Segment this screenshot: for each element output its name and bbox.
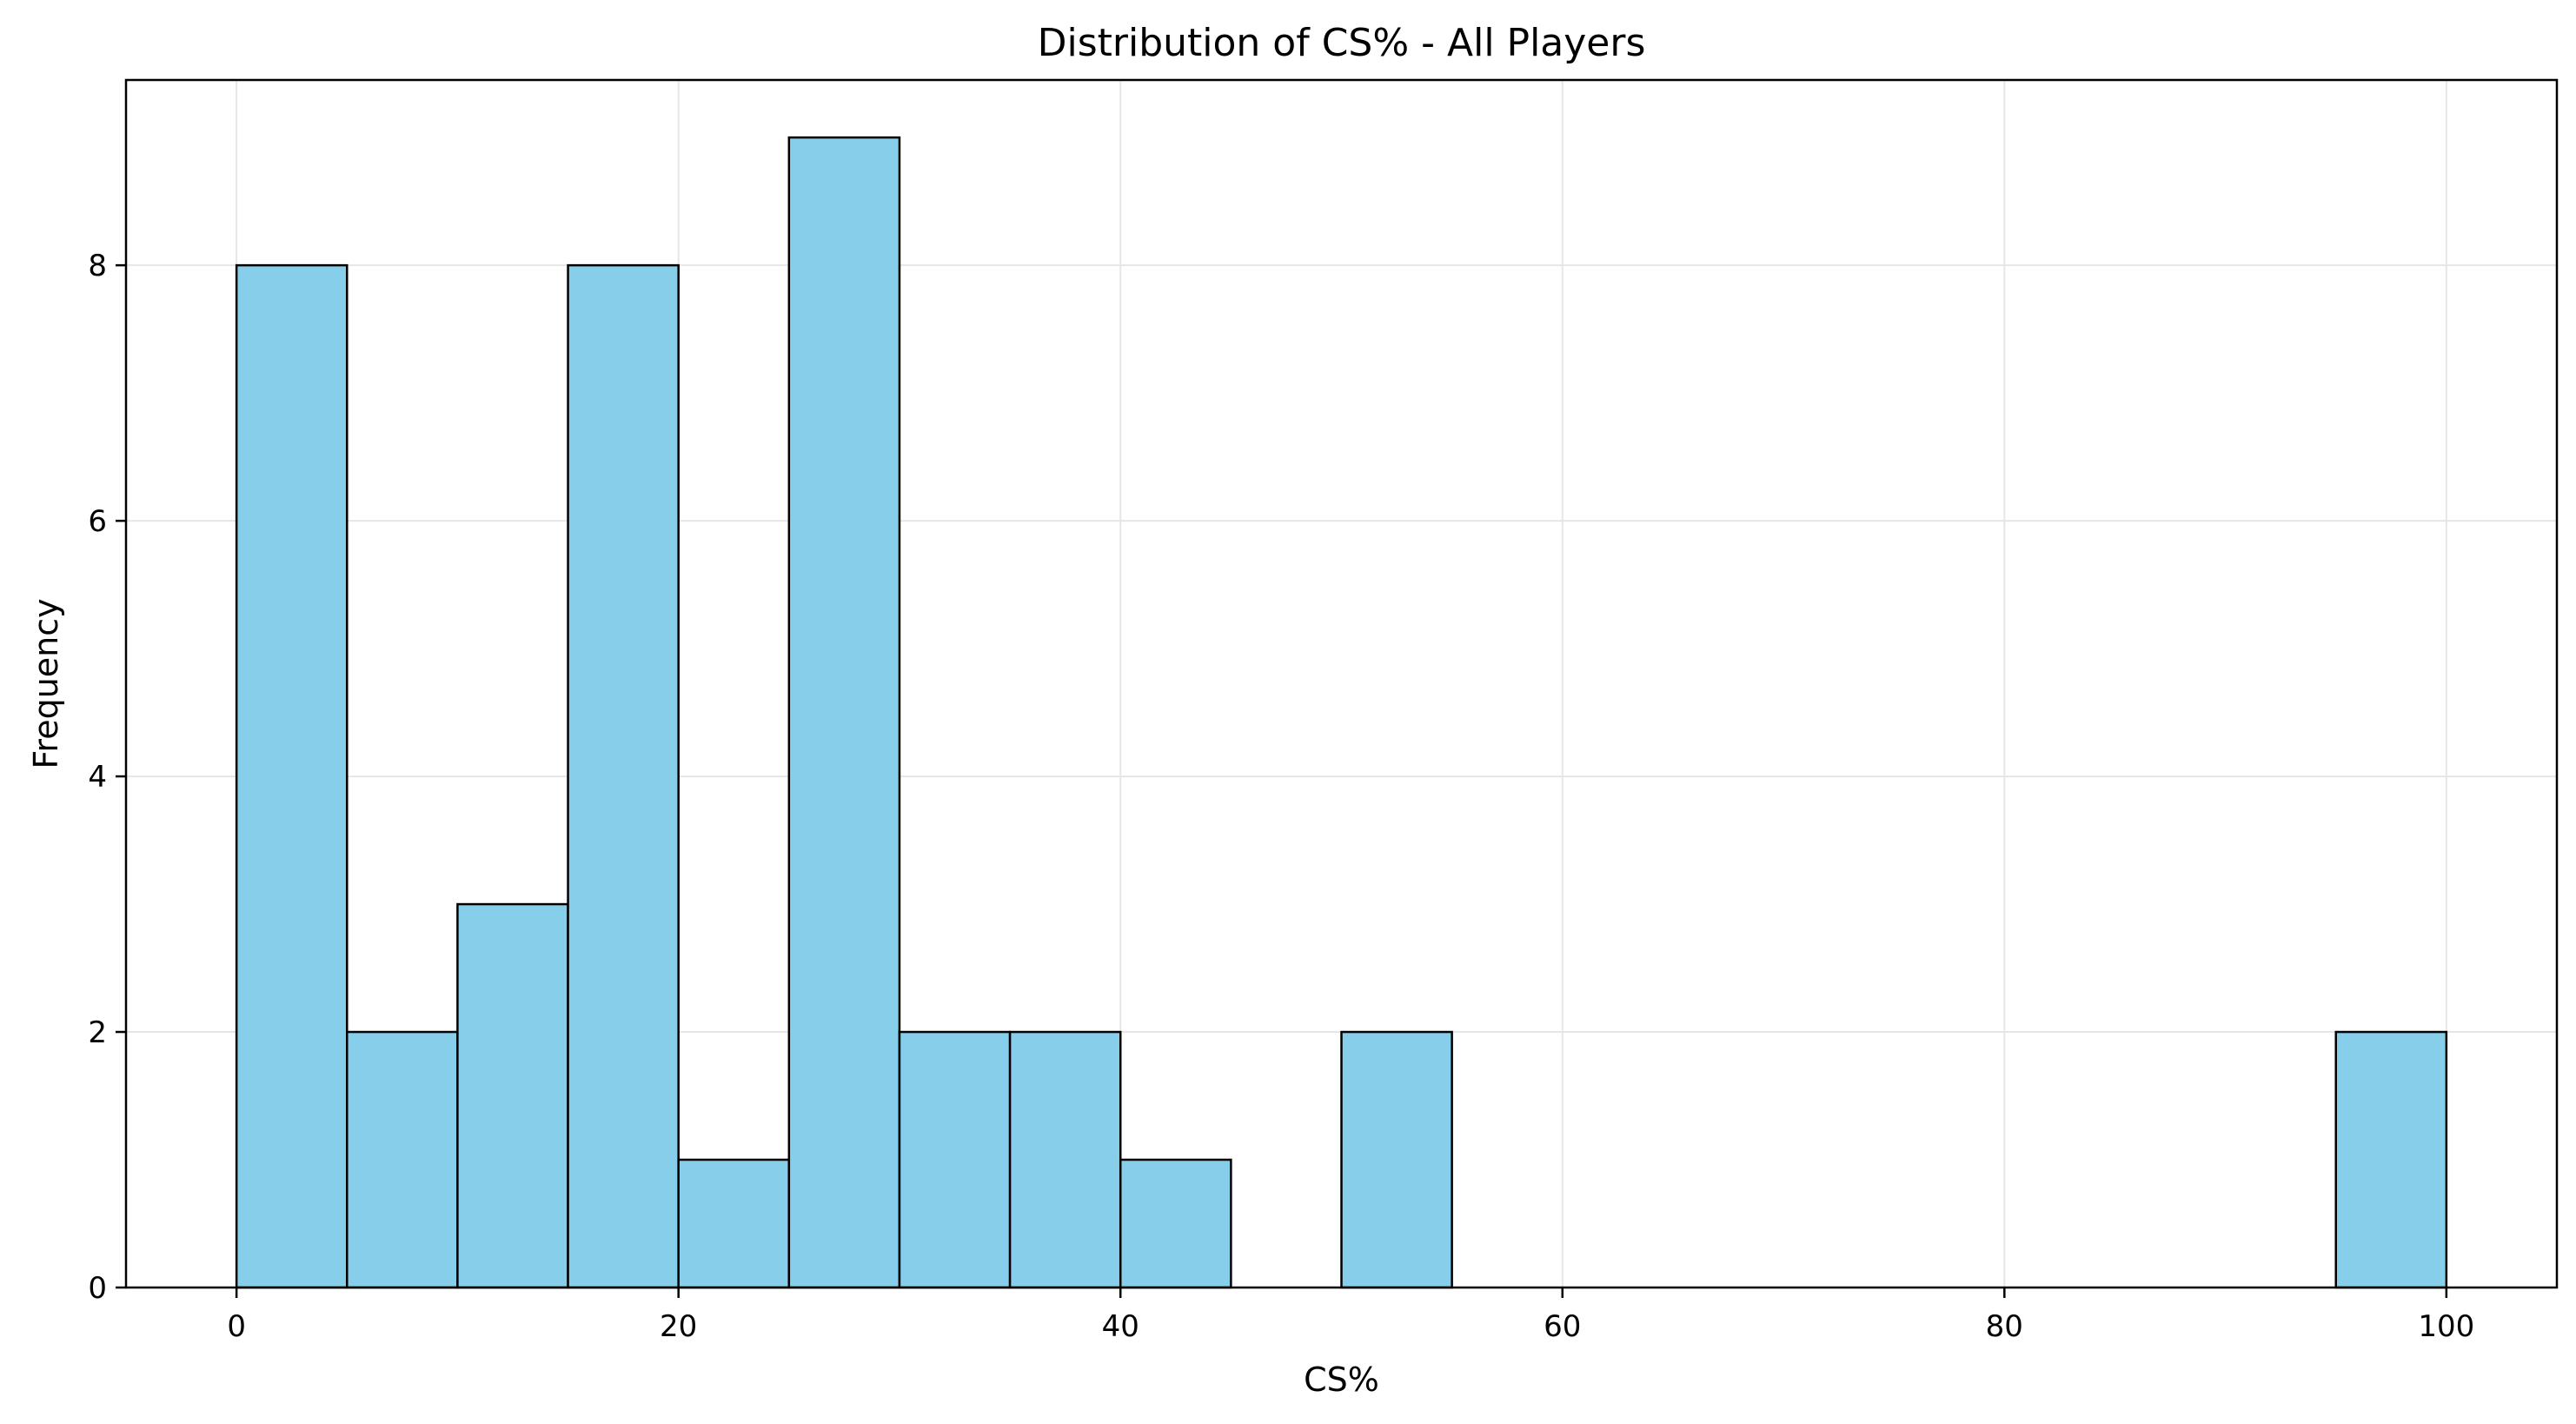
plot-area-frame [124, 78, 2559, 1289]
x-tick-label-40: 40 [1102, 1309, 1139, 1344]
histogram-bar-95-100 [2334, 1030, 2448, 1289]
histogram-bar-5-10 [346, 1030, 459, 1289]
histogram-bars [235, 136, 2448, 1289]
y-tick-label-8: 8 [88, 249, 107, 283]
histogram-bar-0-5 [235, 263, 349, 1289]
x-tick-label-60: 60 [1544, 1309, 1581, 1344]
axis-ticks: 0 20 40 60 80 100 0 2 4 6 8 [88, 249, 2474, 1344]
x-tick-label-80: 80 [1986, 1309, 2023, 1344]
histogram-bar-25-30 [787, 136, 901, 1289]
histogram-bar-50-55 [1340, 1030, 1453, 1289]
y-tick-label-0: 0 [88, 1271, 107, 1306]
histogram-bar-20-25 [677, 1158, 791, 1289]
y-tick-label-6: 6 [88, 504, 107, 539]
x-tick-label-20: 20 [660, 1309, 697, 1344]
chart-title: Distribution of CS% - All Players [1038, 21, 1646, 65]
y-tick-label-4: 4 [88, 760, 107, 795]
histogram-bar-15-20 [567, 263, 680, 1289]
x-tick-label-100: 100 [2418, 1309, 2474, 1344]
y-axis-label: Frequency [27, 598, 65, 769]
x-axis-label: CS% [1304, 1361, 1379, 1399]
histogram-bar-35-40 [1008, 1030, 1122, 1289]
x-tick-label-0: 0 [227, 1309, 246, 1344]
histogram-bar-10-15 [456, 902, 569, 1289]
y-tick-label-2: 2 [88, 1015, 107, 1050]
histogram-bar-40-45 [1119, 1158, 1232, 1289]
histogram-bar-30-35 [898, 1030, 1012, 1289]
